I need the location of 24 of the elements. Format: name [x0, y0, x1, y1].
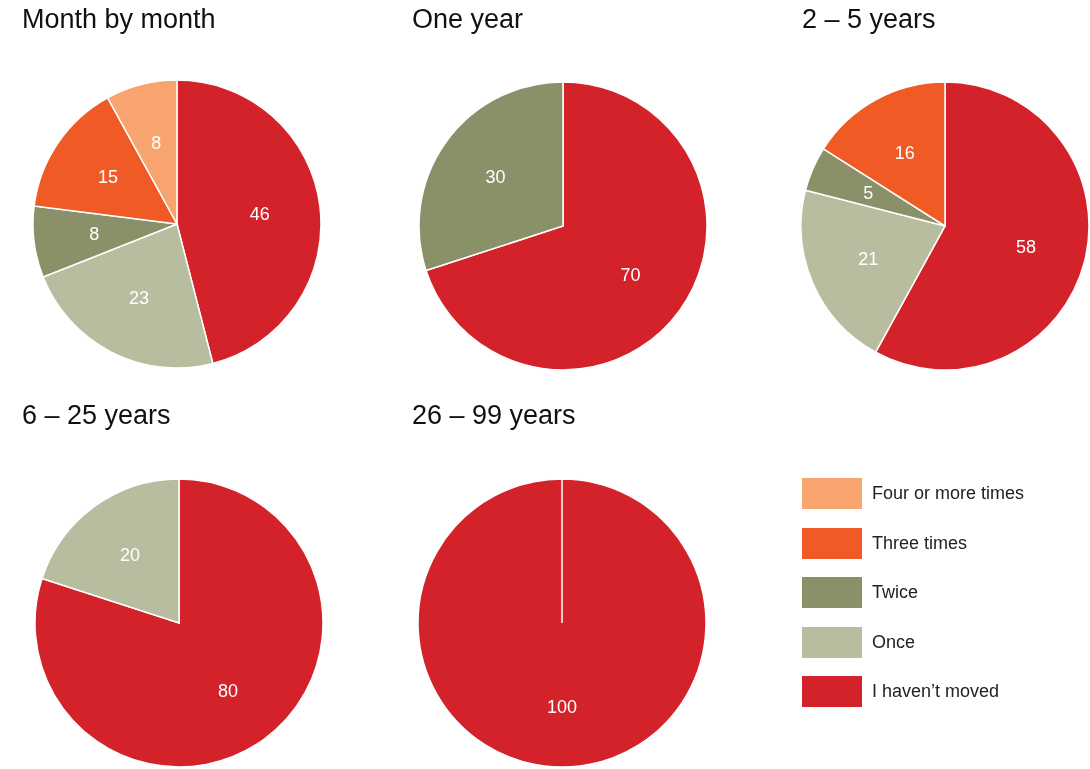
data-label: 21 — [858, 249, 879, 270]
data-label: 8 — [151, 133, 162, 154]
legend-label: Once — [872, 631, 916, 653]
chart-title: 2 – 5 years — [802, 4, 936, 35]
legend-label: Three times — [872, 532, 968, 554]
data-label: 8 — [89, 224, 100, 245]
chart-title: 26 – 99 years — [412, 400, 576, 431]
chart-title: One year — [412, 4, 524, 35]
data-label: 80 — [218, 680, 239, 701]
legend-label: Four or more times — [872, 483, 1025, 505]
data-label: 5 — [863, 182, 874, 203]
data-label: 70 — [620, 265, 641, 286]
data-label: 30 — [485, 166, 506, 187]
data-label: 15 — [97, 167, 118, 188]
data-label: 20 — [119, 545, 140, 566]
data-label: 100 — [546, 696, 578, 717]
legend-label: Twice — [872, 582, 919, 604]
data-label: 58 — [1015, 236, 1036, 257]
data-label: 23 — [129, 288, 150, 309]
chart-title: Month by month — [22, 4, 216, 35]
chart-title: 6 – 25 years — [22, 400, 171, 431]
data-label: 16 — [894, 142, 915, 163]
data-label: 46 — [249, 203, 270, 224]
legend-label: I haven’t moved — [872, 681, 1000, 703]
